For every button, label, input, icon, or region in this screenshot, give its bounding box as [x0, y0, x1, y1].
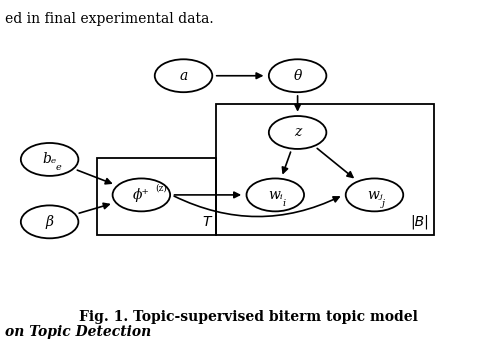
Text: θ: θ [294, 69, 302, 83]
Text: β: β [46, 215, 54, 229]
Text: (z): (z) [155, 183, 167, 192]
Text: Fig. 1. Topic-supervised biterm topic model: Fig. 1. Topic-supervised biterm topic mo… [78, 310, 418, 324]
Text: T: T [202, 215, 211, 229]
Text: |B|: |B| [410, 215, 429, 229]
Circle shape [155, 59, 212, 92]
Bar [216, 104, 434, 235]
Text: j: j [382, 199, 385, 208]
Text: e: e [56, 163, 62, 172]
Bar [97, 158, 216, 235]
Circle shape [269, 59, 326, 92]
Text: ed in final experimental data.: ed in final experimental data. [5, 12, 214, 26]
Text: on Topic Detection: on Topic Detection [5, 325, 151, 339]
Circle shape [346, 179, 403, 211]
Text: ϕ⁺: ϕ⁺ [133, 188, 150, 202]
Circle shape [247, 179, 304, 211]
Text: z: z [294, 126, 301, 139]
Text: wᵢ: wᵢ [268, 188, 283, 202]
Circle shape [21, 143, 78, 176]
Circle shape [269, 116, 326, 149]
Text: a: a [180, 69, 187, 83]
Text: i: i [283, 199, 286, 208]
Text: bₑ: bₑ [43, 153, 57, 166]
Circle shape [113, 179, 170, 211]
Text: wⱼ: wⱼ [367, 188, 382, 202]
Circle shape [21, 206, 78, 238]
